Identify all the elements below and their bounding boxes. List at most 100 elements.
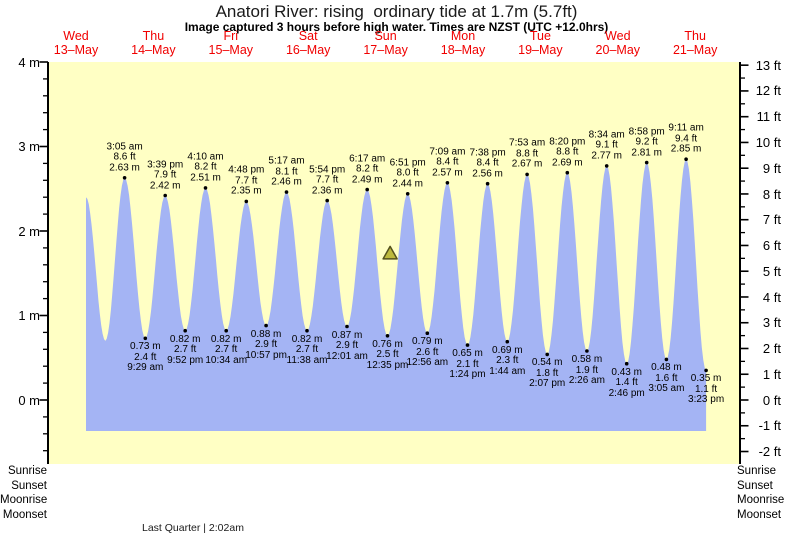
right-axis-label: 5 ft (762, 263, 781, 279)
day-label-14-May: Thu 14–May (113, 29, 193, 57)
high-tide-annotation: 4:10 am 8.2 ft 2.51 m (187, 152, 223, 184)
annotation-line: 8.4 ft (436, 156, 459, 168)
low-tide-dot (664, 357, 669, 362)
annotation-line: 8:34 am (588, 129, 625, 141)
right-axis-label: 12 ft (755, 83, 781, 99)
page-title: Anatori River: rising ordinary tide at 1… (215, 2, 578, 21)
annotation-line: 2.44 m (392, 178, 423, 190)
annotation-line: 2.81 m (631, 147, 662, 159)
low-tide-dot (704, 368, 708, 373)
annotation-line: 3:05 am (648, 383, 685, 395)
low-tide-dot (505, 339, 510, 344)
day-date: 16–May (285, 43, 331, 57)
astronomy-labels-left: Sunrise Sunset Moonrise Moonset (0, 464, 47, 522)
annotation-line: 8.0 ft (396, 167, 419, 179)
high-tide-annotation: 3:39 pm 7.9 ft 2.42 m (147, 159, 183, 192)
annotation-line: 2.42 m (149, 180, 181, 191)
right-axis-label: 9 ft (762, 160, 781, 176)
sunset-label: Sunset (11, 479, 47, 492)
annotation-line: 2.56 m (472, 168, 503, 180)
day-date: 19–May (518, 43, 563, 57)
annotation-line: 0.82 m (291, 333, 323, 345)
annotation-line: 3:05 am (106, 141, 143, 153)
low-tide-annotation: 0.82 m 2.7 ft 11:38 am (286, 333, 328, 367)
day-name: Wed (605, 29, 631, 43)
annotation-line: 7.9 ft (154, 169, 177, 181)
day-label-18-May: Mon 18–May (423, 29, 503, 57)
annotation-line: 9.2 ft (635, 136, 658, 148)
day-label-21-May: Thu 21–May (655, 29, 735, 57)
high-tide-annotation: 8:20 pm 8.8 ft 2.69 m (549, 137, 585, 169)
annotation-line: 1.4 ft (615, 377, 638, 389)
moonrise-label: Moonrise (0, 494, 48, 507)
annotation-line: 2:07 pm (529, 378, 566, 390)
low-tide-dot (345, 324, 349, 329)
day-date: 14–May (131, 43, 176, 57)
high-tide-dot (365, 187, 370, 192)
day-date: 20–May (595, 43, 641, 57)
annotation-line: 0.88 m (250, 328, 282, 340)
high-tide-dot (122, 176, 127, 180)
moonset-label: Moonset (2, 508, 47, 521)
sunset-label: Sunset (737, 479, 773, 492)
annotation-line: 2.69 m (552, 157, 583, 169)
day-date: 21–May (672, 43, 718, 57)
annotation-line: 8.8 ft (556, 146, 579, 158)
annotation-line: 2.85 m (670, 143, 702, 155)
day-date: 18–May (440, 43, 486, 57)
high-tide-dot (244, 199, 249, 204)
high-tide-dot (203, 186, 208, 190)
left-axis-label: 3 m (18, 139, 40, 154)
annotation-line: 2.57 m (432, 167, 463, 179)
low-tide-dot (305, 328, 309, 333)
annotation-line: 6:51 pm (389, 157, 426, 169)
annotation-line: 0.58 m (571, 354, 603, 365)
annotation-line: 8.8 ft (515, 148, 539, 160)
low-tide-annotation: 0.54 m 1.8 ft 2:07 pm (529, 358, 565, 390)
right-axis-label: 3 ft (762, 315, 781, 331)
low-tide-dot (624, 361, 629, 366)
high-tide-dot (445, 181, 450, 185)
day-date: 17–May (363, 43, 408, 57)
high-tide-dot (644, 160, 649, 165)
low-tide-annotation: 0.35 m 1.1 ft 3:23 pm (688, 374, 724, 406)
low-tide-annotation: 0.73 m 2.4 ft 9:29 am (127, 342, 163, 374)
annotation-line: 1.6 ft (655, 372, 678, 384)
annotation-line: 9:52 pm (167, 354, 204, 366)
day-date: 15–May (208, 43, 254, 57)
annotation-line: 2:46 pm (608, 387, 645, 399)
low-tide-annotation: 0.79 m 2.6 ft 12:56 am (406, 337, 448, 369)
annotation-line: 0.48 m (651, 362, 682, 374)
annotation-line: 0.76 m (372, 338, 403, 350)
annotation-line: 2:26 am (568, 375, 605, 386)
annotation-line: 8:20 pm (549, 136, 586, 148)
high-tide-annotation: 7:53 am 8.8 ft 2.67 m (509, 137, 546, 171)
annotation-line: 8:58 pm (628, 126, 665, 138)
annotation-line: 0.43 m (611, 366, 642, 378)
annotation-line: 1.1 ft (694, 383, 718, 395)
tide-curve (86, 159, 707, 431)
right-axis-label: 11 ft (756, 109, 781, 125)
annotation-line: 2.51 m (190, 172, 221, 184)
low-tide-dot (224, 328, 228, 333)
day-name: Wed (63, 29, 89, 43)
annotation-line: 7:53 am (509, 137, 546, 149)
low-tide-dot (183, 328, 187, 333)
annotation-line: 2.9 ft (335, 340, 359, 351)
annotation-line: 2.49 m (351, 174, 383, 186)
high-tide-dot (284, 190, 289, 194)
annotation-line: 0.73 m (130, 341, 161, 353)
sunrise-label: Sunrise (737, 465, 776, 477)
right-axis-label: -2 ft (758, 444, 781, 459)
annotation-line: 10:34 am (205, 354, 248, 366)
low-tide-dot (425, 331, 430, 336)
annotation-line: 9.4 ft (674, 133, 698, 145)
annotation-line: 5:17 am (268, 155, 305, 167)
right-axis-label: -1 ft (758, 418, 781, 434)
annotation-line: 11:38 am (286, 354, 328, 366)
annotation-line: 8.4 ft (476, 157, 499, 169)
high-tide-annotation: 9:11 am 9.4 ft 2.85 m (668, 123, 703, 156)
annotation-line: 0.65 m (452, 348, 483, 360)
day-label-16-May: Sat 16–May (268, 29, 348, 57)
